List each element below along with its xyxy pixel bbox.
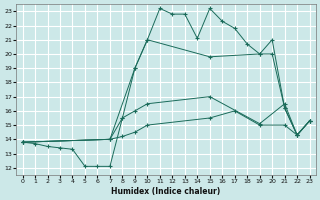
X-axis label: Humidex (Indice chaleur): Humidex (Indice chaleur) — [111, 187, 221, 196]
